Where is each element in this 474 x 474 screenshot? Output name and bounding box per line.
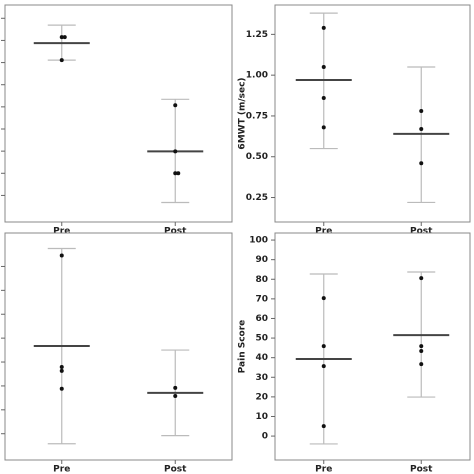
data-point (59, 386, 64, 391)
y-tick-label: 30 (255, 373, 268, 383)
y-tick-label: 40 (255, 353, 268, 363)
data-point (59, 35, 64, 40)
x-tick-label: Post (164, 227, 187, 237)
data-point (419, 362, 424, 367)
y-tick-label: 1.25 (246, 30, 268, 40)
data-point (321, 65, 326, 69)
data-point (173, 393, 178, 398)
data-point (173, 385, 178, 390)
x-tick-label: Post (164, 465, 187, 474)
y-tick-label: 20 (255, 392, 268, 402)
data-point (321, 424, 326, 429)
data-point (321, 125, 326, 130)
data-point (321, 296, 326, 301)
x-tick-label: Pre (53, 227, 70, 237)
x-tick-label: Pre (53, 465, 70, 474)
y-tick-label: 60 (255, 314, 268, 324)
x-tick-label: Pre (315, 227, 332, 237)
plot-frame (274, 232, 471, 461)
y-tick-label: 1.00 (246, 71, 268, 81)
data-point (62, 35, 67, 40)
data-point (59, 253, 64, 258)
data-point (419, 344, 424, 349)
data-point (59, 368, 64, 373)
data-point (321, 96, 326, 100)
plot-frame (4, 232, 233, 461)
y-tick-label: 0.50 (246, 152, 268, 162)
y-tick-label: 100 (249, 236, 268, 246)
y-tick-label: 70 (255, 294, 268, 304)
data-point (173, 171, 178, 176)
data-point (419, 276, 424, 281)
data-point (321, 25, 326, 30)
y-tick-label: 90 (255, 255, 268, 265)
x-tick-label: Post (410, 227, 433, 237)
plot-frame (4, 4, 233, 223)
y-axis-label: 6MWT (m/sec) (238, 77, 248, 149)
x-tick-label: Post (410, 465, 433, 474)
y-tick-label: 10 (255, 412, 268, 422)
data-point (321, 344, 326, 349)
y-tick-label: 50 (255, 334, 268, 344)
data-point (59, 365, 64, 370)
plot-frame (274, 4, 471, 223)
y-tick-label: 0 (262, 432, 268, 442)
data-point (176, 171, 181, 176)
data-point (321, 364, 326, 369)
data-point (59, 58, 64, 63)
y-tick-label: 0.75 (246, 111, 268, 121)
data-point (419, 349, 424, 354)
data-point (419, 161, 424, 166)
y-tick-label: 80 (255, 275, 268, 285)
data-point (173, 103, 178, 108)
y-axis-label: Pain Score (238, 320, 248, 374)
data-point (173, 149, 178, 154)
data-point (419, 127, 424, 131)
data-point (419, 109, 424, 114)
y-tick-label: 0.25 (246, 193, 268, 203)
x-tick-label: Pre (315, 465, 332, 474)
